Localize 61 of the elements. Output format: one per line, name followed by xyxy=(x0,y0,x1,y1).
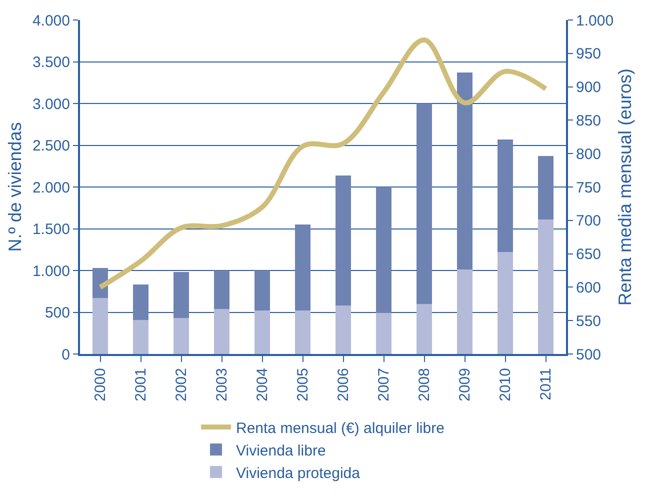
bar xyxy=(457,270,472,354)
x-tick-label: 2011 xyxy=(538,368,555,400)
bar xyxy=(498,252,513,354)
bar xyxy=(133,284,148,320)
y2-axis-title: Renta media mensual (euros) xyxy=(615,68,636,306)
x-tick-label: 2007 xyxy=(376,368,393,402)
y2-tick-label: 650 xyxy=(576,246,602,264)
bar xyxy=(538,156,554,220)
y2-tick-label: 900 xyxy=(576,79,602,96)
bar xyxy=(457,72,472,270)
y-tick-label: 2.500 xyxy=(32,138,70,154)
bar xyxy=(92,298,108,354)
y2-tick-label: 1.000 xyxy=(576,12,614,30)
y2-tick-label: 850 xyxy=(576,112,602,130)
x-tick-label: 2003 xyxy=(214,368,231,402)
bar xyxy=(376,313,392,354)
y-tick-label: 0 xyxy=(62,346,70,364)
bar xyxy=(254,270,270,311)
bar xyxy=(254,310,270,354)
bar xyxy=(174,272,189,318)
bar xyxy=(92,268,108,298)
y2-tick-label: 750 xyxy=(576,179,602,196)
bar xyxy=(214,308,230,354)
bar xyxy=(498,139,513,252)
y2-tick-label: 550 xyxy=(576,312,602,330)
y-tick-label: 2.000 xyxy=(32,179,70,196)
legend-label: Vivienda protegida xyxy=(236,464,361,482)
bar xyxy=(336,306,351,354)
y-tick-label: 3.500 xyxy=(32,54,70,71)
bar xyxy=(295,224,310,311)
x-tick-label: 2009 xyxy=(456,368,474,402)
y2-tick-label: 500 xyxy=(576,346,602,364)
bar xyxy=(416,304,432,354)
x-tick-label: 2001 xyxy=(132,368,150,402)
bar xyxy=(538,220,554,354)
x-tick-label: 2006 xyxy=(335,368,352,402)
bar xyxy=(336,175,351,306)
x-tick-label: 2004 xyxy=(254,368,272,402)
bar xyxy=(174,318,189,354)
bar xyxy=(214,270,230,309)
y2-tick-label: 600 xyxy=(576,279,602,296)
x-tick-label: 2010 xyxy=(497,368,514,402)
y2-tick-label: 700 xyxy=(576,212,602,230)
bar xyxy=(295,310,310,354)
x-tick-label: 2008 xyxy=(416,368,434,402)
y-tick-label: 1.000 xyxy=(32,262,70,280)
y-tick-label: 500 xyxy=(44,304,70,322)
x-tick-label: 2000 xyxy=(92,368,110,402)
y2-tick-label: 950 xyxy=(576,46,602,63)
y2-tick-label: 800 xyxy=(576,146,602,163)
x-tick-label: 2002 xyxy=(173,368,190,402)
y-tick-label: 3.000 xyxy=(32,96,70,113)
bar xyxy=(376,187,392,314)
bar xyxy=(416,104,432,304)
y-tick-label: 4.000 xyxy=(32,12,70,30)
x-tick-label: 2005 xyxy=(294,368,312,402)
y-tick-label: 1.500 xyxy=(32,221,70,238)
legend-label: Vivienda libre xyxy=(236,442,326,460)
bar xyxy=(133,320,148,354)
legend-label: Renta mensual (€) alquiler libre xyxy=(236,420,444,437)
y-axis-title: N.º de viviendas xyxy=(5,122,26,252)
